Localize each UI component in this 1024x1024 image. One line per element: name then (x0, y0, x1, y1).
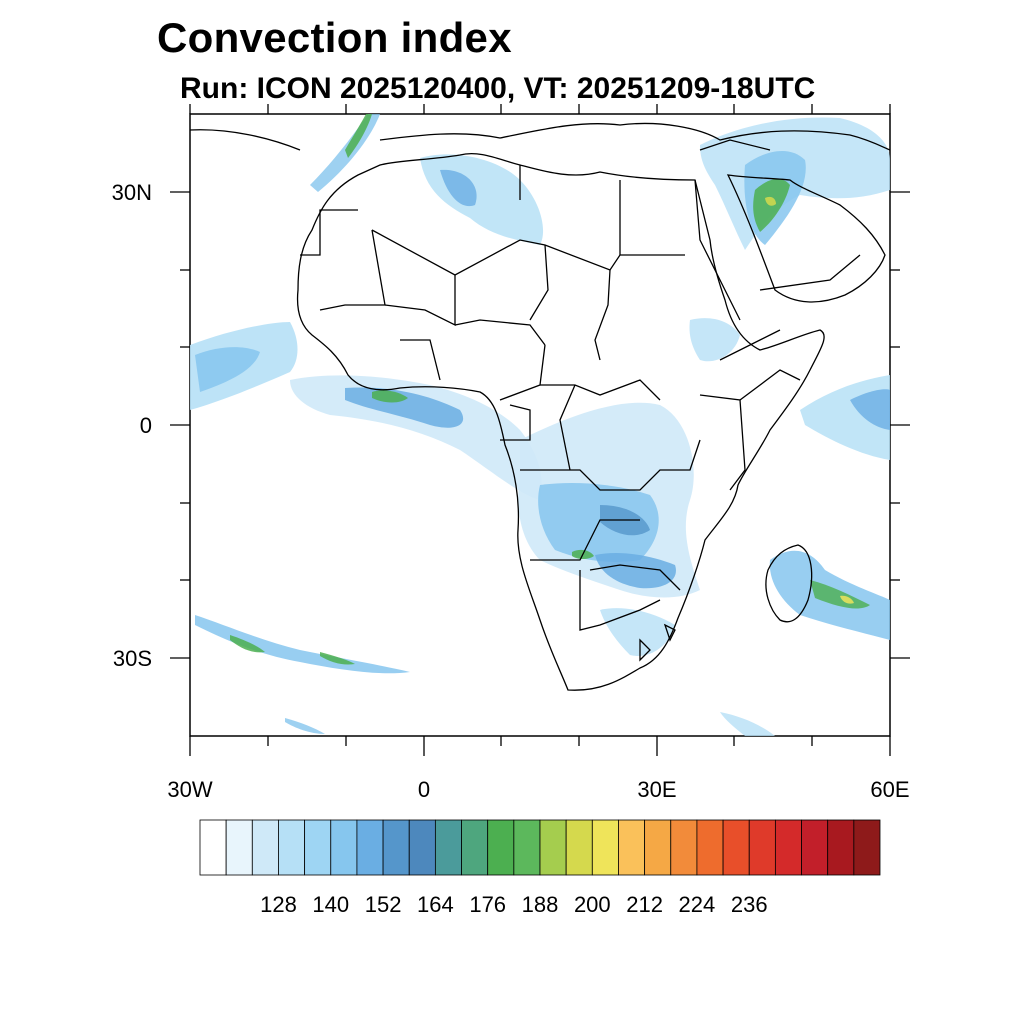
lon-label-60e: 60E (870, 777, 909, 802)
colorbar-box (670, 819, 698, 876)
colorbar-box (513, 819, 541, 876)
field-region (850, 389, 890, 430)
lon-label-30e: 30E (637, 777, 676, 802)
colorbar-tick-label: 236 (731, 892, 768, 917)
lat-label-30s: 30S (113, 646, 152, 671)
colorbar-box (434, 819, 462, 876)
colorbar-tick-label: 188 (522, 892, 559, 917)
colorbar-box (748, 819, 776, 876)
chart-subtitle: Run: ICON 2025120400, VT: 20251209-18UTC (180, 72, 816, 105)
field-region (810, 580, 870, 609)
colorbar-tick-label: 200 (574, 892, 611, 917)
field-region (345, 114, 372, 158)
national-borders (300, 139, 861, 662)
africa-coastline (296, 153, 825, 691)
field-region (320, 652, 355, 665)
axis-labels: 30W 0 30E 60E 30N 0 30S (112, 180, 910, 802)
colorbar-box (278, 819, 306, 876)
field-region (720, 712, 775, 736)
colorbar-tick-label: 224 (679, 892, 716, 917)
colorbar-box (356, 819, 384, 876)
colorbar-box (774, 819, 802, 876)
coastlines (190, 122, 890, 691)
colorbar-box (199, 819, 227, 876)
field-region (689, 318, 740, 362)
field-region (230, 635, 265, 653)
lon-label-0: 0 (418, 777, 430, 802)
madagascar-coastline (765, 544, 813, 623)
field-region (285, 718, 325, 734)
colorbar-tick-label: 140 (312, 892, 349, 917)
colorbar-box (408, 819, 436, 876)
field-region (290, 375, 542, 500)
colorbar (199, 819, 881, 876)
colorbar-tick-label: 212 (626, 892, 663, 917)
colorbar-box (539, 819, 567, 876)
colorbar-box (827, 819, 855, 876)
colorbar-box (591, 819, 619, 876)
colorbar-box (696, 819, 724, 876)
field-region (840, 595, 854, 604)
colorbar-tick-label: 152 (365, 892, 402, 917)
colorbar-box (565, 819, 593, 876)
chart-title: Convection index (157, 14, 512, 61)
colorbar-tick-label: 164 (417, 892, 454, 917)
lat-label-30n: 30N (112, 180, 152, 205)
field-region (600, 608, 675, 656)
colorbar-box (330, 819, 358, 876)
lat-label-0: 0 (140, 413, 152, 438)
colorbar-box (225, 819, 253, 876)
field-region (765, 196, 776, 206)
colorbar-box (487, 819, 515, 876)
axis-ticks (170, 104, 910, 756)
field-region (595, 553, 676, 589)
colorbar-box (382, 819, 410, 876)
colorbar-box (722, 819, 750, 876)
colorbar-box (251, 819, 279, 876)
lon-label-30w: 30W (167, 777, 212, 802)
colorbar-box (304, 819, 332, 876)
arabia-coastline (726, 174, 886, 303)
colorbar-labels: 128 140 152 164 176 188 200 212 224 236 (260, 892, 767, 917)
colorbar-box (801, 819, 829, 876)
colorbar-box (853, 819, 881, 876)
field-region (195, 347, 260, 392)
field-region (440, 169, 477, 207)
colorbar-tick-label: 176 (469, 892, 506, 917)
colorbar-tick-label: 128 (260, 892, 297, 917)
colorbar-box (461, 819, 489, 876)
mediterranean-north-coast (190, 122, 890, 151)
colorbar-box (644, 819, 672, 876)
field-region (372, 390, 408, 403)
colorbar-box (618, 819, 646, 876)
